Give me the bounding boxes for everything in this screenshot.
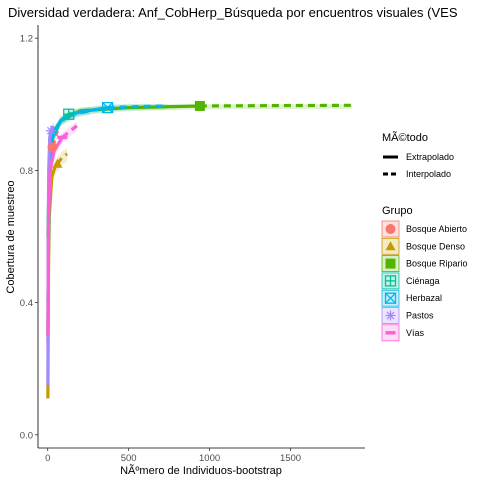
y-tick-label: 1.2 [20,34,33,45]
observed-point-bosque-ripario [194,100,205,111]
legend-key-bosque-denso [385,241,396,251]
y-ticks: 0.0 0.4 0.8 1.2 [20,34,38,441]
legend-key-pastos [385,310,396,321]
plot-panel: 0 500 1000 1500 0.0 0.4 0.8 1.2 [20,25,365,464]
observed-point-bosque-denso [52,158,63,168]
legend-label-pastos: Pastos [406,311,434,321]
x-tick-label: 1000 [199,453,220,464]
curve-extrapolated-bosque-ripario [199,103,353,108]
legend-label-ciénaga: Ciénaga [406,276,440,286]
legend-label-herbazal: Herbazal [406,293,442,303]
legend-method-title: MÃ©todo [382,131,428,144]
legend-key-ciénaga [384,275,397,287]
legend-label-bosque-ripario: Bosque Ripario [406,259,468,269]
legend-label-vías: Vías [406,328,425,338]
chart-title: Diversidad verdadera: Anf_CobHerp_Búsque… [8,5,458,20]
y-tick-label: 0.0 [20,430,33,441]
y-axis-label: Cobertura de muestreo [5,180,17,293]
x-tick-label: 500 [121,453,137,464]
x-ticks: 0 500 1000 1500 [45,448,301,464]
legend-label-solid: Extrapolado [406,152,454,162]
curve-extrapolated-vías [61,124,78,139]
legend-group-title: Grupo [382,205,413,217]
curve-extrapolated-herbazal [107,104,168,110]
observed-point-bosque-abierto [47,142,58,153]
legend-key-herbazal [384,292,397,304]
legend-label-bosque-denso: Bosque Denso [406,241,465,251]
curve-extrapolated-bosque-denso [56,152,69,165]
y-tick-label: 0.4 [20,298,33,309]
legend-group: Grupo Bosque Abierto Bosque Denso Bosque R… [381,205,468,342]
observed-points [45,100,205,168]
x-tick-label: 1500 [280,453,301,464]
observed-point-herbazal [101,101,114,114]
y-tick-label: 0.8 [20,166,33,177]
observed-point-pastos [45,125,56,136]
legend-key-bosque-abierto [385,224,396,234]
legend-method: MÃ©todo Extrapolado Interpolado [382,131,454,179]
x-tick-label: 0 [45,453,50,464]
legend-key-bosque-ripario [385,258,396,269]
observed-point-ciénaga [63,108,75,120]
observed-point-vías [57,135,68,140]
legend-label-bosque-abierto: Bosque Abierto [406,224,467,234]
legend-label-dashed: Interpolado [406,169,451,179]
x-axis-label: NÃºmero de Individuos-bootstrap [120,464,282,477]
legend-key-vías [385,331,396,335]
